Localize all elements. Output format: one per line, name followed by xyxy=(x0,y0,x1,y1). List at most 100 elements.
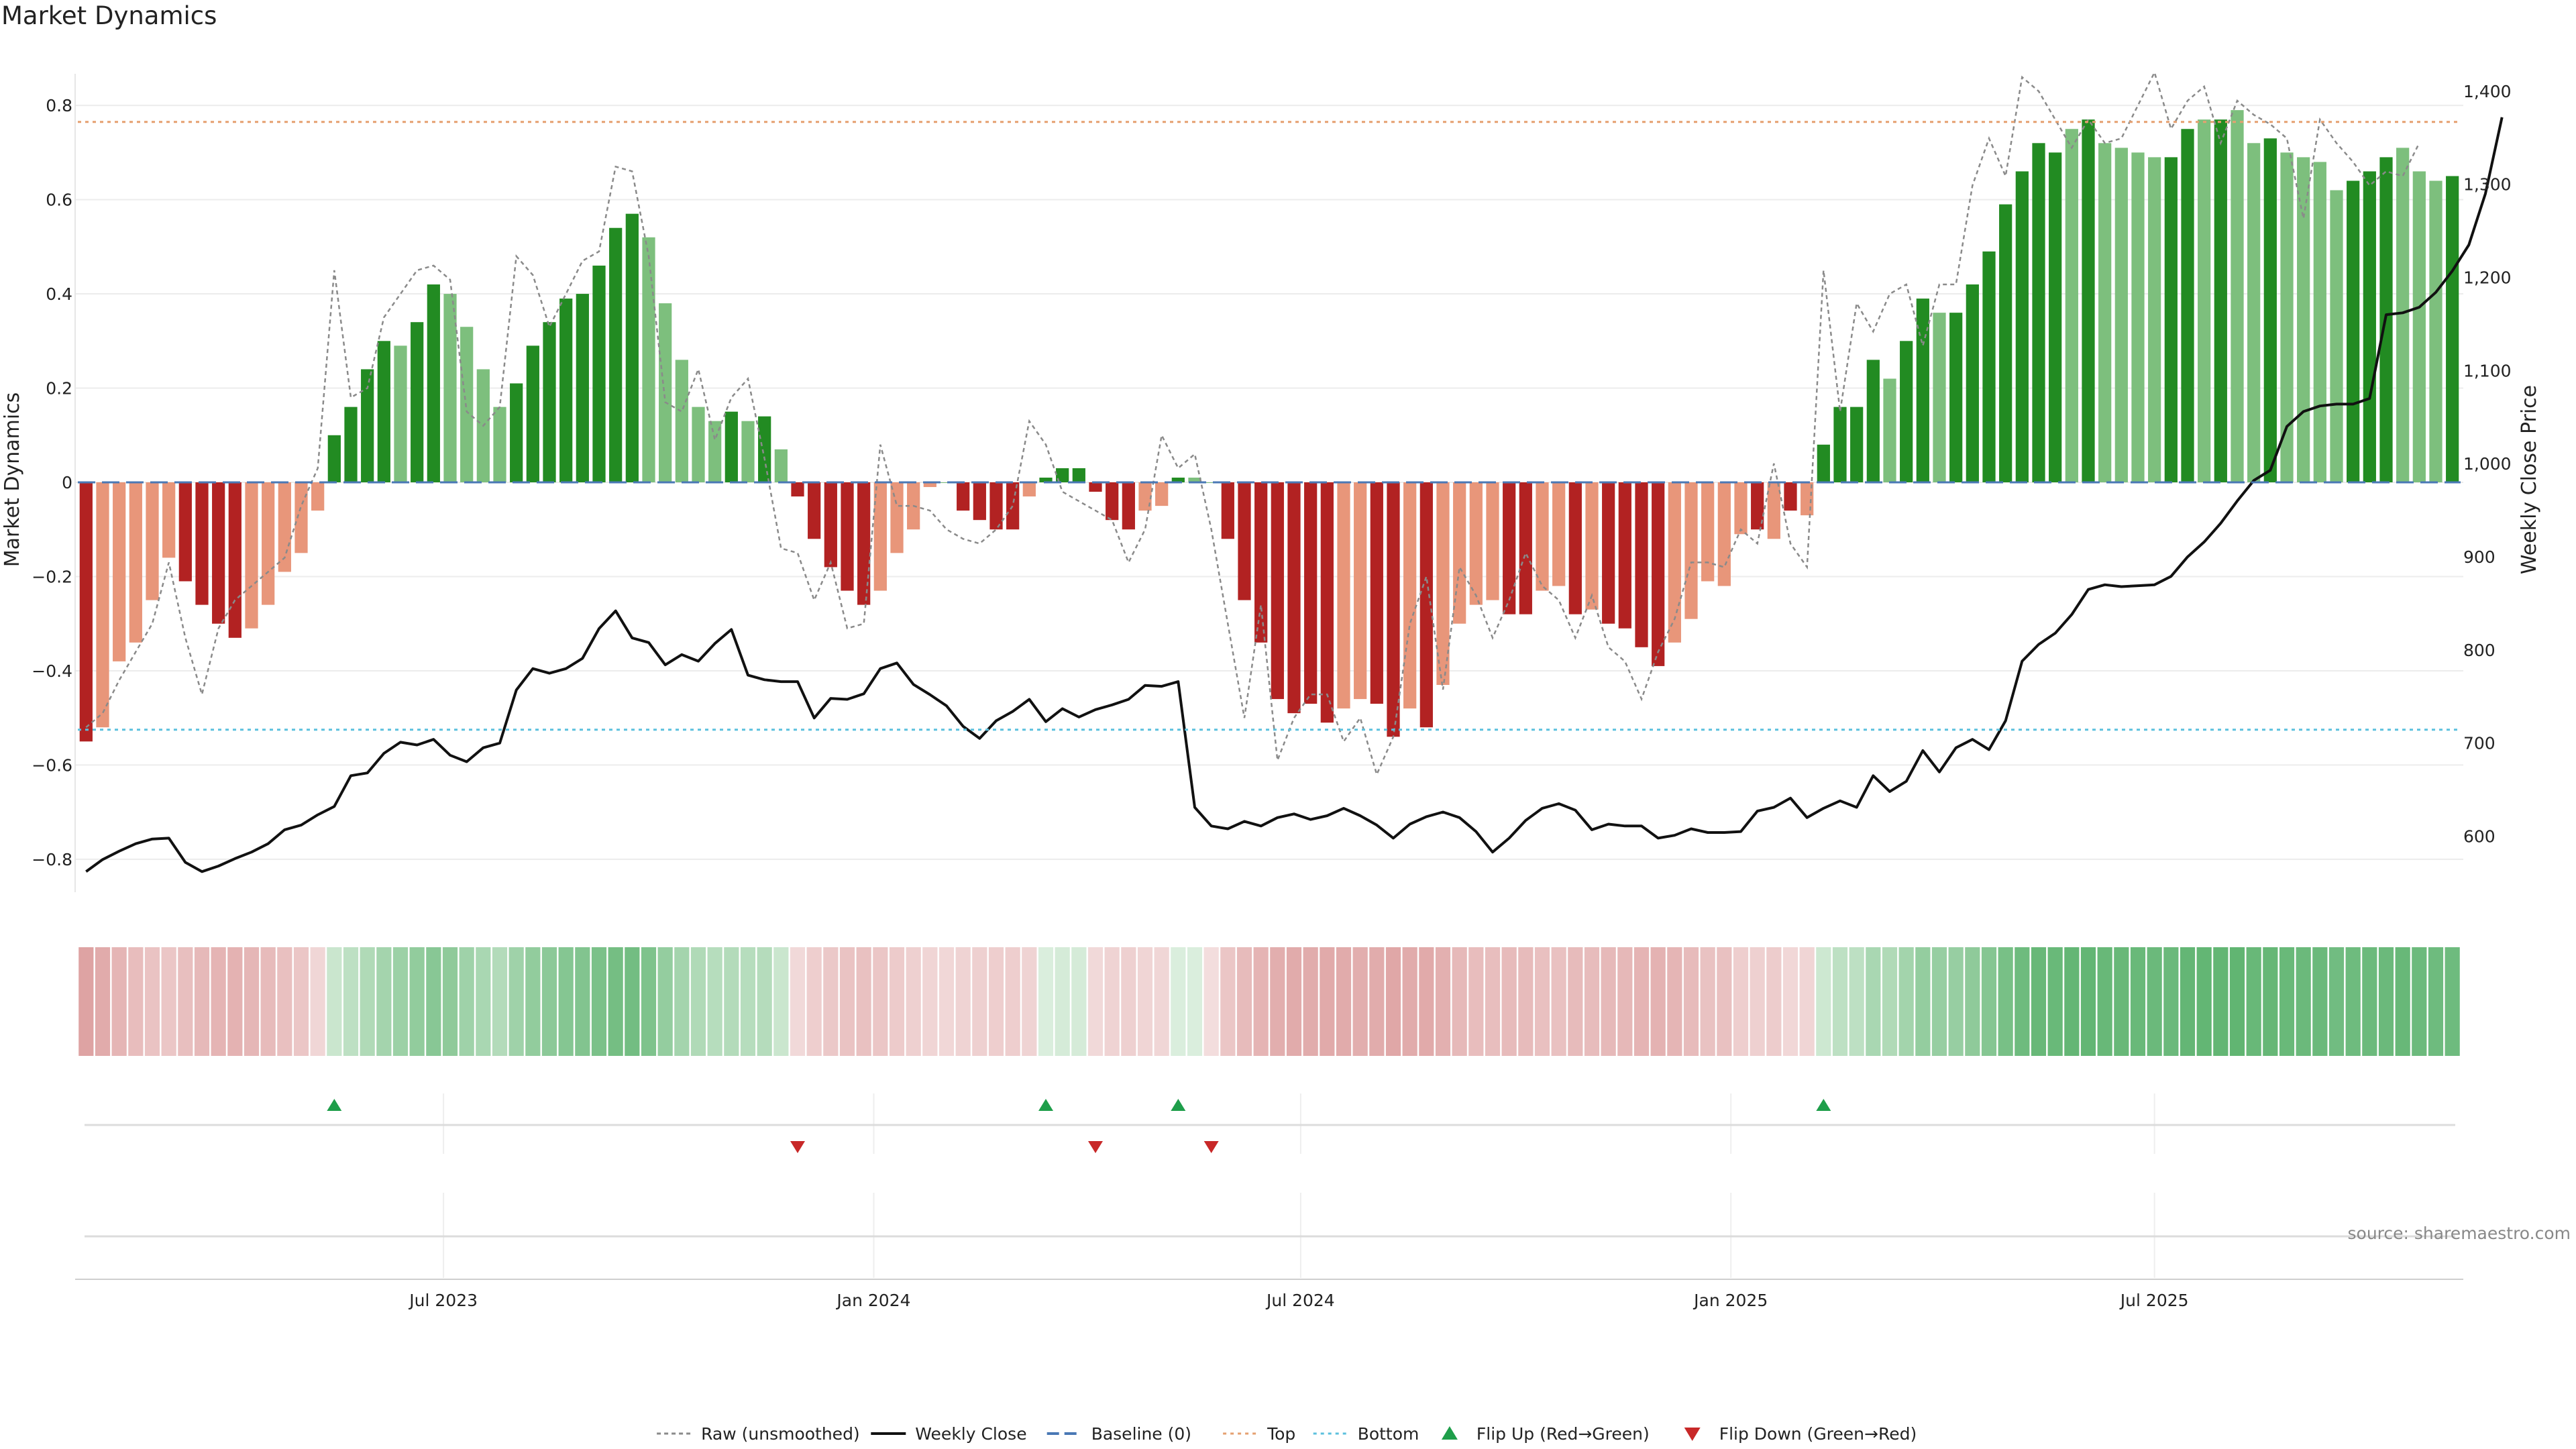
heat-cell xyxy=(1948,947,1964,1056)
dynamics-bar xyxy=(146,482,159,600)
dynamics-bar xyxy=(1022,482,1036,497)
heat-cell xyxy=(724,947,739,1056)
dynamics-bar xyxy=(1072,468,1085,482)
flip-markers-panel xyxy=(75,1093,2463,1280)
dynamics-bar xyxy=(592,265,606,482)
dynamics-bar xyxy=(2297,157,2310,482)
heat-cell xyxy=(1898,947,1914,1056)
dynamics-bar xyxy=(2164,157,2178,482)
heat-cell xyxy=(1435,947,1451,1056)
legend: Raw (unsmoothed) Weekly Close Baseline (0)… xyxy=(657,1424,1917,1444)
dynamics-bar xyxy=(1618,482,1631,629)
dynamics-bar xyxy=(1585,482,1599,610)
dynamics-bar xyxy=(1387,482,1400,737)
dynamics-bar xyxy=(1552,482,1566,586)
heat-cell xyxy=(1882,947,1898,1056)
x-tick-label: Jul 2025 xyxy=(2119,1291,2189,1310)
heat-cell xyxy=(1633,947,1650,1056)
heat-cell xyxy=(558,947,574,1056)
grid xyxy=(74,74,2463,892)
dynamics-bar xyxy=(1453,482,1466,624)
heat-cell xyxy=(856,947,871,1056)
dynamics-bar xyxy=(79,482,93,742)
heat-cell xyxy=(2328,947,2345,1056)
dynamics-bar xyxy=(113,482,126,661)
y-axis-label: Market Dynamics xyxy=(1,392,24,568)
heat-cell xyxy=(409,947,425,1056)
flip-down-marker xyxy=(1088,1141,1103,1153)
heat-cell xyxy=(1203,947,1219,1056)
heat-cell xyxy=(1087,947,1104,1056)
heat-cell xyxy=(1700,947,1715,1056)
heat-cell xyxy=(343,947,359,1056)
dynamics-bar xyxy=(890,482,904,553)
heat-cell xyxy=(2080,947,2096,1056)
legend-label: Flip Up (Red→Green) xyxy=(1477,1424,1650,1444)
heat-cell xyxy=(128,947,144,1056)
dynamics-bar xyxy=(675,360,688,482)
dynamics-bar xyxy=(1304,482,1318,704)
dynamics-bar xyxy=(1982,251,1996,482)
heat-cell xyxy=(2213,947,2229,1056)
heat-cell xyxy=(1799,947,1815,1056)
heat-cell xyxy=(1236,947,1252,1056)
heat-cell xyxy=(1419,947,1434,1056)
dynamics-bar xyxy=(510,383,523,482)
dynamics-bar xyxy=(940,482,953,483)
dynamics-bar xyxy=(2065,129,2078,482)
dynamics-bar xyxy=(2280,152,2294,482)
dynamics-bar xyxy=(1866,360,1880,482)
heat-cell xyxy=(2412,947,2427,1056)
heat-cell xyxy=(1650,947,1666,1056)
y2-tick-label: 1,200 xyxy=(2463,268,2512,288)
dynamics-bar xyxy=(1635,482,1648,647)
dynamics-bar xyxy=(427,284,440,482)
heat-cell xyxy=(78,947,94,1056)
heat-cell xyxy=(1750,947,1765,1056)
dynamics-bar xyxy=(1205,482,1218,483)
heat-strip xyxy=(78,947,2460,1056)
heat-cell xyxy=(1534,947,1550,1056)
heat-cell xyxy=(2345,947,2361,1056)
heat-cell xyxy=(1055,947,1070,1056)
dynamics-bar xyxy=(543,322,556,482)
heat-cell xyxy=(2296,947,2311,1056)
y-tick-label: 0.2 xyxy=(46,379,72,398)
x-tick-label: Jan 2024 xyxy=(835,1291,910,1310)
heat-cell xyxy=(988,947,1004,1056)
flip-up-marker xyxy=(1038,1099,1053,1111)
x-tick-label: Jan 2025 xyxy=(1693,1291,1768,1310)
heat-cell xyxy=(161,947,176,1056)
heat-cell xyxy=(641,947,657,1056)
dynamics-bar xyxy=(1287,482,1301,714)
x-axis-ticks: Jul 2023 Jan 2024 Jul 2024 Jan 2025 Jul 2025 xyxy=(408,1291,2188,1310)
dynamics-bar xyxy=(443,294,457,482)
heat-cell xyxy=(211,947,226,1056)
dynamics-bar xyxy=(1883,378,1896,482)
dynamics-bar xyxy=(1188,477,1201,482)
heat-cell xyxy=(541,947,557,1056)
heat-cell xyxy=(690,947,706,1056)
dynamics-bar xyxy=(2198,119,2211,482)
heat-cell xyxy=(1816,947,1831,1056)
heat-cell xyxy=(442,947,458,1056)
flip-down-marker xyxy=(790,1141,805,1153)
dynamics-bar xyxy=(2181,129,2194,482)
dynamics-bar xyxy=(1701,482,1715,582)
heat-cell xyxy=(938,947,955,1056)
dynamics-bar xyxy=(344,407,358,482)
dynamics-bar xyxy=(824,482,837,568)
dynamics-bar xyxy=(1536,482,1549,591)
heat-cell xyxy=(1782,947,1799,1056)
weekly-close-line xyxy=(85,117,2504,873)
dynamics-bar xyxy=(1999,204,2012,482)
heat-cell xyxy=(2445,947,2460,1056)
dynamics-bar xyxy=(1568,482,1582,614)
dynamics-bar xyxy=(2446,176,2459,482)
heat-cell xyxy=(707,947,722,1056)
dynamics-bar xyxy=(294,482,308,553)
heat-cell xyxy=(476,947,491,1056)
heat-cell xyxy=(1866,947,1881,1056)
heat-cell xyxy=(1485,947,1501,1056)
dynamics-bar xyxy=(2015,171,2029,482)
